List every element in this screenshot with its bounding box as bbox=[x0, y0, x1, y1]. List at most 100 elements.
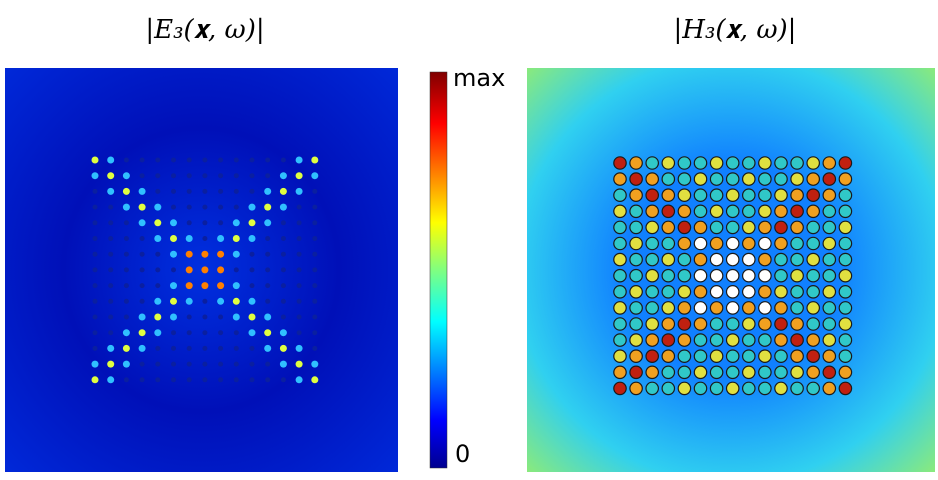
lattice-rod bbox=[774, 381, 788, 396]
lattice-rod bbox=[806, 204, 820, 219]
lattice-site bbox=[107, 360, 115, 368]
lattice-rod bbox=[629, 381, 643, 396]
lattice-rod bbox=[677, 204, 692, 219]
lattice-rod bbox=[774, 172, 788, 186]
lattice-rod bbox=[806, 333, 820, 347]
lattice-rod bbox=[613, 156, 627, 170]
lattice-site bbox=[155, 361, 161, 367]
lattice-site bbox=[139, 377, 145, 383]
lattice-rod bbox=[709, 381, 724, 396]
lattice-rod bbox=[629, 236, 643, 251]
lattice-rod bbox=[806, 284, 820, 299]
lattice-rod bbox=[725, 381, 740, 396]
lattice-rod bbox=[709, 365, 724, 380]
lattice-rod bbox=[806, 317, 820, 331]
lattice-site bbox=[233, 267, 239, 273]
lattice-site bbox=[248, 297, 256, 305]
lattice-site bbox=[295, 172, 303, 180]
lattice-site bbox=[92, 283, 98, 289]
lattice-rod bbox=[613, 252, 627, 267]
lattice-rod bbox=[758, 268, 772, 283]
lattice-site bbox=[154, 297, 162, 305]
lattice-site bbox=[233, 173, 239, 179]
lattice-rod bbox=[613, 204, 627, 219]
lattice-site bbox=[108, 330, 114, 336]
lattice-rod bbox=[774, 156, 788, 170]
lattice-site bbox=[122, 203, 130, 211]
lattice-rod bbox=[806, 268, 820, 283]
lattice-site bbox=[123, 157, 129, 163]
lattice-site bbox=[154, 313, 162, 321]
lattice-rod bbox=[709, 188, 724, 202]
lattice-rod bbox=[613, 268, 627, 283]
lattice-site bbox=[280, 283, 286, 289]
lattice-site bbox=[265, 298, 271, 304]
lattice-rod bbox=[774, 236, 788, 251]
lattice-site bbox=[92, 236, 98, 241]
lattice-site bbox=[248, 235, 256, 242]
lattice-rod bbox=[758, 365, 772, 380]
lattice-site bbox=[218, 377, 224, 383]
lattice-site bbox=[122, 344, 130, 352]
lattice-site bbox=[264, 187, 272, 195]
lattice-site bbox=[139, 298, 145, 304]
lattice-rod bbox=[613, 365, 627, 380]
lattice-rod bbox=[709, 317, 724, 331]
lattice-site bbox=[279, 187, 287, 195]
lattice-site bbox=[233, 361, 239, 367]
lattice-rod bbox=[822, 301, 837, 315]
lattice-site bbox=[217, 282, 225, 290]
lattice-site bbox=[249, 267, 255, 273]
lattice-site bbox=[139, 173, 145, 179]
lattice-rod bbox=[758, 236, 772, 251]
lattice-site bbox=[264, 219, 272, 227]
lattice-site bbox=[92, 345, 98, 351]
lattice-rod bbox=[661, 204, 676, 219]
lattice-site bbox=[171, 204, 176, 210]
lattice-rod bbox=[661, 236, 676, 251]
lattice-rod bbox=[741, 349, 756, 363]
lattice-rod bbox=[774, 284, 788, 299]
lattice-site bbox=[185, 250, 193, 258]
lattice-rod bbox=[677, 317, 692, 331]
lattice-site bbox=[202, 157, 208, 163]
lattice-site bbox=[171, 377, 176, 383]
lattice-rod bbox=[709, 236, 724, 251]
lattice-rod bbox=[677, 349, 692, 363]
lattice-site bbox=[139, 267, 145, 273]
lattice-site bbox=[232, 235, 240, 242]
lattice-rod bbox=[725, 268, 740, 283]
lattice-site bbox=[123, 314, 129, 320]
lattice-site bbox=[108, 220, 114, 226]
lattice-site bbox=[279, 329, 287, 337]
lattice-rod bbox=[774, 365, 788, 380]
lattice-rod bbox=[613, 333, 627, 347]
lattice-rod bbox=[661, 333, 676, 347]
lattice-rod bbox=[629, 333, 643, 347]
lattice-site bbox=[217, 266, 225, 274]
lattice-site bbox=[265, 173, 271, 179]
lattice-site bbox=[264, 329, 272, 337]
lattice-rod bbox=[790, 317, 804, 331]
lattice-rod bbox=[806, 252, 820, 267]
lattice-rod bbox=[758, 156, 772, 170]
lattice-rod bbox=[790, 268, 804, 283]
lattice-rod bbox=[677, 301, 692, 315]
lattice-rod bbox=[661, 252, 676, 267]
lattice-site bbox=[202, 220, 208, 226]
lattice-site bbox=[108, 314, 114, 320]
lattice-site bbox=[154, 219, 162, 227]
lattice-rod bbox=[677, 268, 692, 283]
lattice-site bbox=[312, 345, 318, 351]
lattice-site bbox=[108, 251, 114, 257]
lattice-site bbox=[232, 219, 240, 227]
lattice-site bbox=[107, 376, 115, 384]
lattice-rod bbox=[741, 284, 756, 299]
lattice-site bbox=[218, 314, 224, 320]
lattice-rod bbox=[838, 349, 853, 363]
lattice-rod bbox=[677, 333, 692, 347]
lattice-rod bbox=[645, 252, 659, 267]
lattice-site bbox=[92, 314, 98, 320]
lattice-rod bbox=[613, 317, 627, 331]
lattice-rod bbox=[693, 172, 708, 186]
